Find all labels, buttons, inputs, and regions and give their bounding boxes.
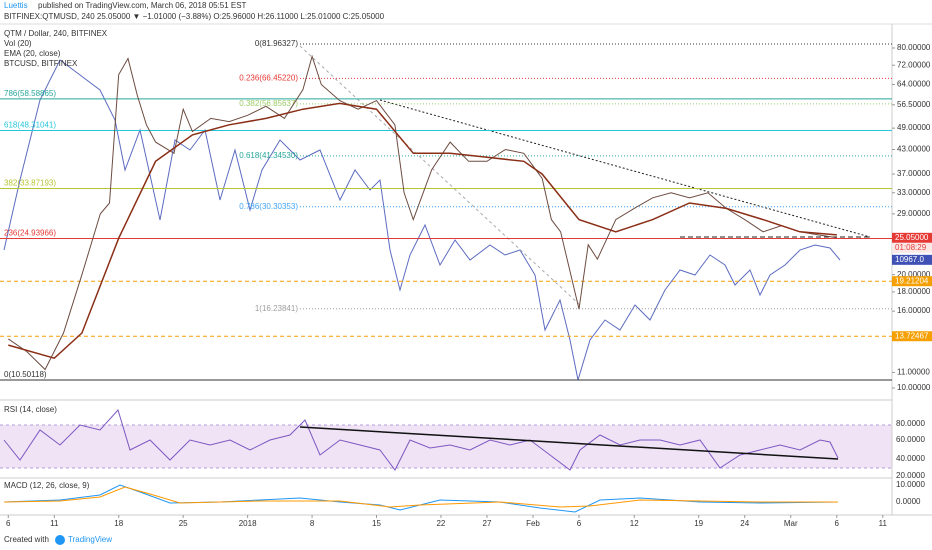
fib-label: 1(16.23841)	[255, 304, 298, 313]
footer-brand[interactable]: TradingView	[68, 535, 112, 544]
series-line	[8, 102, 837, 360]
y-tick-label: 16.00000	[897, 306, 931, 315]
y-tick-label: 72.00000	[897, 60, 931, 69]
y-tick-label: 10.00000	[897, 383, 931, 392]
y-tick-label: 49.00000	[897, 123, 931, 132]
x-tick-label: 18	[114, 519, 123, 528]
fib-label: 382(33.87193)	[4, 179, 56, 188]
fib-label: 0(81.96327)	[255, 39, 298, 48]
fib-label: 0.786(30.30353)	[239, 202, 298, 211]
y-tick-label: 37.00000	[897, 169, 931, 178]
signal-line	[3, 486, 838, 508]
series-line	[8, 54, 837, 371]
y-tick-label: 18.00000	[897, 287, 931, 296]
x-tick-label: 19	[694, 519, 703, 528]
fib-label: 0(10.50118)	[4, 370, 47, 379]
rsi-title: RSI (14, close)	[4, 405, 57, 414]
published: published on TradingView.com, March 06, …	[38, 1, 247, 10]
price-tag-label: 25.05000	[895, 233, 929, 242]
y-tick-label: 56.50000	[897, 100, 931, 109]
logo	[55, 535, 65, 545]
price-tag-label: 19.21204	[895, 276, 929, 285]
legend-entry: BTCUSD, BITFINEX	[4, 59, 78, 68]
rsi-tick: 20.0000	[896, 471, 925, 480]
x-tick-label: Feb	[526, 519, 540, 528]
legend-entry: Vol (20)	[4, 39, 32, 48]
y-tick-label: 11.00000	[897, 368, 930, 377]
legend-entry: EMA (20, close)	[4, 49, 61, 58]
x-tick-label: 8	[310, 519, 315, 528]
rsi-tick: 40.0000	[896, 454, 925, 463]
x-tick-label: 24	[740, 519, 749, 528]
x-tick-label: 25	[179, 519, 188, 528]
fib-label: 0.382(56.85637)	[239, 99, 298, 108]
fib-label: 236(24.93966)	[4, 229, 56, 238]
fib-label: 0.618(41.34530)	[239, 151, 298, 160]
x-tick-label: 15	[372, 519, 381, 528]
y-tick-label: 80.00000	[897, 43, 931, 52]
rsi-tick: 80.0000	[896, 419, 925, 428]
countdown: 01:08:29	[895, 243, 927, 252]
fib-label: 786(58.58865)	[4, 89, 56, 98]
y-tick-label: 43.00000	[897, 145, 931, 154]
macd-title: MACD (12, 26, close, 9)	[4, 481, 90, 490]
fib-label: 618(48.31041)	[4, 121, 56, 130]
x-tick-label: 6	[577, 519, 582, 528]
x-tick-label: 6	[6, 519, 11, 528]
quote: BITFINEX:QTMUSD, 240 25.05000 ▼ −1.01000…	[4, 12, 385, 21]
author[interactable]: Luettis	[4, 1, 28, 10]
y-tick-label: 33.00000	[897, 188, 931, 197]
x-tick-label: 11	[879, 519, 888, 528]
x-tick-label: Mar	[784, 519, 798, 528]
legend-entry: QTM / Dollar, 240, BITFINEX	[4, 29, 108, 38]
y-tick-label: 20.00000	[897, 270, 931, 279]
y-tick-label: 64.00000	[897, 80, 931, 89]
y-tick-label: 29.00000	[897, 209, 931, 218]
btc-tag	[892, 254, 932, 265]
price-tag	[892, 331, 932, 342]
btc-line	[3, 59, 841, 381]
trendline	[379, 99, 871, 238]
macd-tick: 0.0000	[896, 497, 921, 506]
rsi-band	[0, 425, 892, 468]
rsi-trendline	[299, 426, 839, 460]
x-tick-label: 11	[50, 519, 59, 528]
footer-created: Created with	[4, 535, 49, 544]
btc-tag-label: 10967.0	[895, 255, 924, 264]
x-tick-label: 6	[835, 519, 840, 528]
macd-tick: 10.0000	[896, 480, 925, 489]
x-tick-label: 12	[630, 519, 639, 528]
price-tag-label: 13.72467	[895, 331, 929, 340]
rsi-tick: 60.0000	[896, 435, 925, 444]
price-tag	[892, 276, 932, 287]
x-tick-label: 2018	[239, 519, 257, 528]
x-tick-label: 27	[483, 519, 492, 528]
x-tick-label: 22	[436, 519, 445, 528]
fib-label: 0.236(66.45220)	[239, 73, 298, 82]
price-tag	[892, 232, 932, 243]
rsi-line	[3, 409, 839, 471]
countdown-bg	[892, 242, 932, 253]
